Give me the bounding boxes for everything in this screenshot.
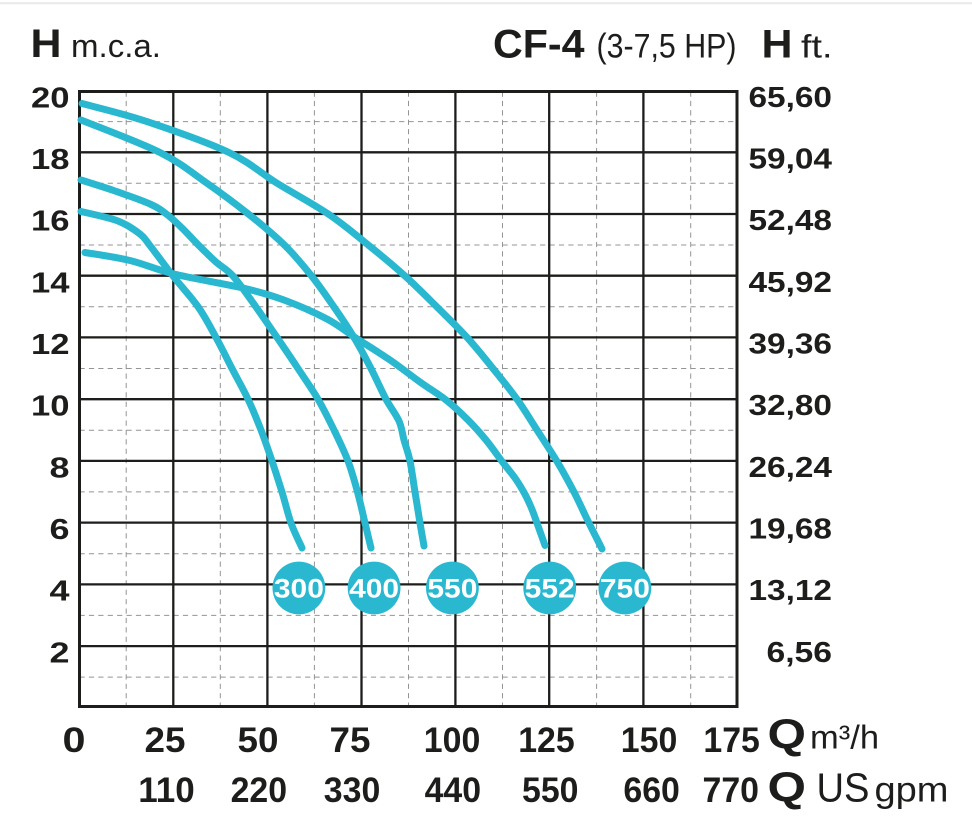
svg-text:ft.: ft. bbox=[801, 28, 833, 64]
svg-text:25: 25 bbox=[145, 720, 186, 760]
svg-text:100: 100 bbox=[424, 720, 481, 760]
svg-text:6: 6 bbox=[50, 514, 70, 546]
svg-text:26,24: 26,24 bbox=[749, 452, 833, 484]
svg-text:10: 10 bbox=[31, 391, 70, 423]
svg-text:US: US bbox=[817, 765, 870, 811]
svg-text:32,80: 32,80 bbox=[749, 390, 833, 422]
svg-text:4: 4 bbox=[50, 576, 70, 608]
svg-text:400: 400 bbox=[349, 574, 399, 604]
svg-text:Q: Q bbox=[768, 711, 807, 758]
svg-text:20: 20 bbox=[31, 82, 70, 114]
svg-text:12: 12 bbox=[31, 329, 70, 361]
svg-text:660: 660 bbox=[623, 770, 680, 810]
svg-text:13,12: 13,12 bbox=[749, 575, 833, 607]
svg-text:550: 550 bbox=[427, 574, 477, 604]
svg-text:770: 770 bbox=[703, 770, 760, 810]
svg-text:552: 552 bbox=[525, 574, 575, 604]
svg-text:6,56: 6,56 bbox=[767, 637, 833, 669]
svg-text:8: 8 bbox=[50, 452, 70, 484]
svg-text:CF-4: CF-4 bbox=[493, 23, 585, 67]
svg-text:59,04: 59,04 bbox=[749, 144, 833, 176]
svg-text:14: 14 bbox=[31, 267, 70, 299]
svg-text:750: 750 bbox=[600, 574, 650, 604]
svg-text:16: 16 bbox=[31, 206, 70, 238]
svg-text:125: 125 bbox=[518, 720, 575, 760]
svg-text:220: 220 bbox=[231, 770, 288, 810]
svg-text:65,60: 65,60 bbox=[749, 82, 833, 114]
svg-text:gpm: gpm bbox=[875, 771, 949, 810]
svg-text:0: 0 bbox=[63, 720, 86, 760]
svg-text:45,92: 45,92 bbox=[749, 267, 833, 299]
svg-text:440: 440 bbox=[425, 770, 482, 810]
svg-text:Q: Q bbox=[768, 764, 807, 811]
svg-text:m³/h: m³/h bbox=[810, 719, 879, 756]
svg-text:18: 18 bbox=[31, 144, 70, 176]
svg-text:150: 150 bbox=[621, 720, 678, 760]
svg-text:2: 2 bbox=[50, 637, 70, 669]
svg-text:75: 75 bbox=[330, 720, 371, 760]
svg-text:(3-7,5 HP): (3-7,5 HP) bbox=[597, 28, 737, 66]
svg-text:52,48: 52,48 bbox=[749, 205, 833, 237]
svg-text:300: 300 bbox=[274, 574, 324, 604]
svg-text:19,68: 19,68 bbox=[749, 513, 833, 545]
svg-text:330: 330 bbox=[324, 770, 381, 810]
svg-text:H: H bbox=[762, 22, 793, 66]
svg-text:m.c.a.: m.c.a. bbox=[71, 28, 161, 64]
svg-text:39,36: 39,36 bbox=[749, 329, 833, 361]
svg-text:50: 50 bbox=[238, 720, 279, 760]
svg-text:550: 550 bbox=[522, 770, 579, 810]
svg-text:175: 175 bbox=[703, 720, 760, 760]
svg-text:110: 110 bbox=[138, 770, 195, 810]
svg-text:H: H bbox=[31, 22, 62, 66]
